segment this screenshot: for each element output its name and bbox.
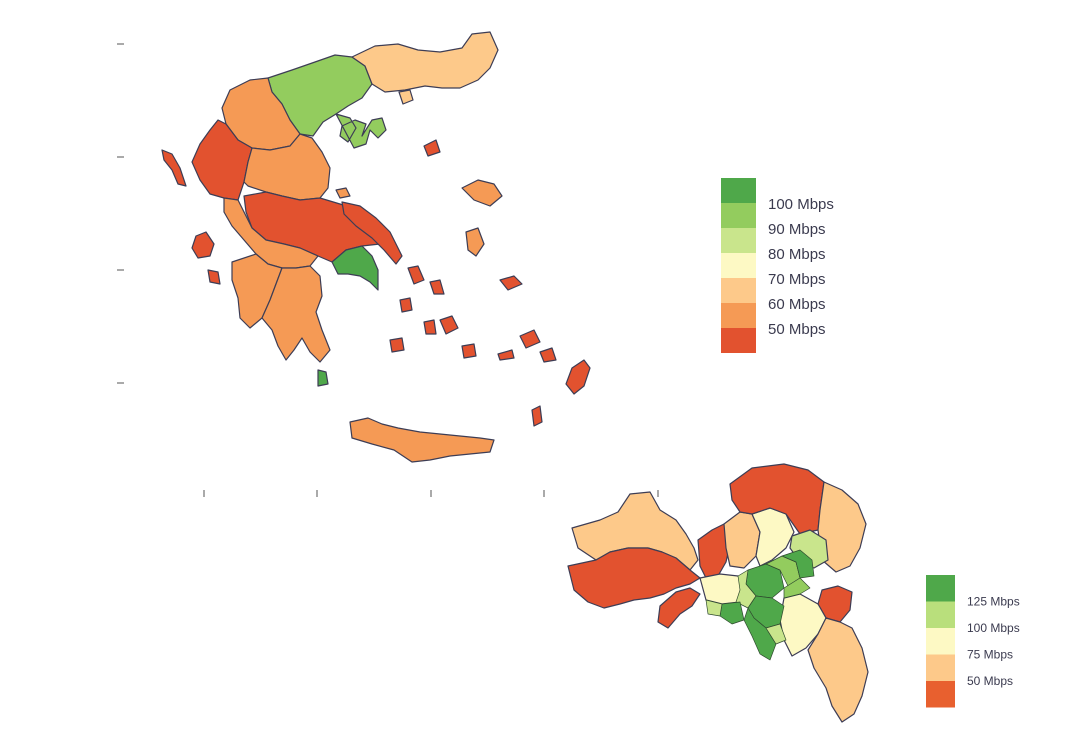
region-rhodes[interactable]	[565, 359, 591, 395]
attica-legend-label: 50 Mbps	[967, 674, 1013, 688]
greece-legend-label: 80 Mbps	[768, 246, 826, 263]
greece-legend-swatch	[721, 203, 756, 228]
greece-legend-swatch	[721, 178, 756, 203]
attica-salamis[interactable]	[657, 587, 701, 629]
region-chalkidiki[interactable]	[335, 113, 387, 149]
greece-legend-swatch	[721, 328, 756, 353]
attica-legend-label: 75 Mbps	[967, 648, 1013, 662]
athens-muni-9[interactable]	[719, 601, 745, 625]
attica-legend-swatch	[926, 575, 955, 602]
region-peloponnese[interactable]	[261, 265, 331, 363]
attica-west-south[interactable]	[567, 547, 701, 609]
attica-map	[567, 463, 869, 723]
region-dodecanese-1[interactable]	[519, 329, 541, 349]
region-kos[interactable]	[497, 349, 515, 361]
region-chios[interactable]	[465, 227, 485, 257]
region-kythira[interactable]	[317, 369, 329, 387]
greece-legend-label: 70 Mbps	[768, 271, 826, 288]
region-attica[interactable]	[331, 245, 379, 291]
attica-legend-swatch	[926, 681, 955, 708]
region-east-macedonia-thrace[interactable]	[351, 31, 499, 93]
attica-legend-swatch	[926, 628, 955, 655]
attica-legend-swatch	[926, 601, 955, 628]
region-cyclades-2[interactable]	[429, 279, 445, 295]
greece-map	[161, 31, 591, 463]
region-evia[interactable]	[341, 201, 403, 265]
greece-legend-swatch	[721, 253, 756, 278]
region-samos[interactable]	[499, 275, 523, 291]
attica-north-central-red[interactable]	[697, 523, 731, 579]
region-sporades[interactable]	[335, 187, 351, 199]
region-thasos[interactable]	[398, 89, 414, 105]
region-cyclades-5[interactable]	[399, 297, 413, 313]
region-dodecanese-2[interactable]	[539, 347, 557, 363]
region-zakynthos[interactable]	[207, 269, 221, 285]
athens-muni-7[interactable]	[743, 607, 777, 661]
region-cyclades-7[interactable]	[461, 343, 477, 359]
greece-legend-swatch	[721, 228, 756, 253]
region-thessaly[interactable]	[243, 133, 331, 201]
greece-legend-swatch	[721, 278, 756, 303]
region-cyclades-1[interactable]	[407, 265, 425, 285]
y-axis-ticks	[117, 43, 124, 384]
greece-legend-label: 50 Mbps	[768, 321, 826, 338]
greece-legend: 100 Mbps 90 Mbps 80 Mbps 70 Mbps 60 Mbps 50 M…	[721, 178, 834, 353]
athens-muni-6[interactable]	[783, 577, 811, 599]
x-axis-ticks	[203, 490, 659, 497]
athens-muni-3[interactable]	[781, 549, 815, 579]
region-cyclades-6[interactable]	[389, 337, 405, 353]
attica-legend: 125 Mbps 100 Mbps 75 Mbps 50 Mbps	[926, 575, 1020, 708]
region-cyclades-4[interactable]	[423, 319, 437, 335]
greece-legend-label: 60 Mbps	[768, 296, 826, 313]
attica-lavreotiki[interactable]	[807, 617, 869, 723]
greece-legend-swatch	[721, 303, 756, 328]
region-karpathos[interactable]	[531, 405, 543, 427]
attica-north-east-orange[interactable]	[817, 481, 867, 573]
region-crete[interactable]	[349, 417, 495, 463]
region-cyclades-3[interactable]	[439, 315, 459, 335]
region-lesvos[interactable]	[461, 179, 503, 207]
athens-muni-8[interactable]	[765, 623, 787, 645]
region-lemnos[interactable]	[423, 139, 441, 157]
greece-legend-label: 100 Mbps	[768, 196, 834, 213]
attica-legend-swatch	[926, 654, 955, 681]
attica-legend-label: 100 Mbps	[967, 621, 1020, 635]
athens-muni-10[interactable]	[705, 599, 723, 617]
greece-legend-label: 90 Mbps	[768, 221, 826, 238]
region-kefalonia[interactable]	[191, 231, 215, 259]
attica-legend-label: 125 Mbps	[967, 595, 1020, 609]
region-corfu[interactable]	[161, 149, 187, 187]
